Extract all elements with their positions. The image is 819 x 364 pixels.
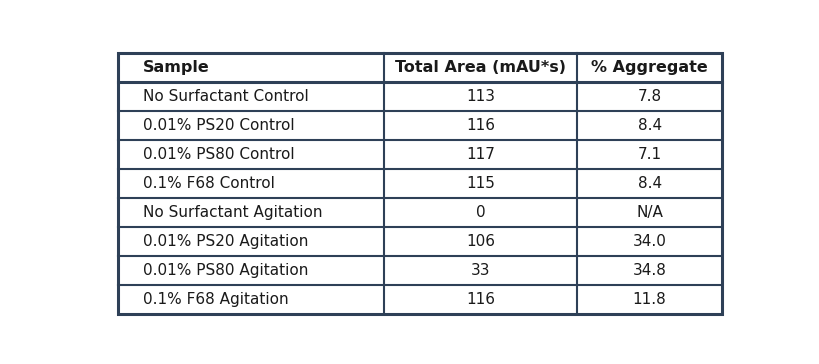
Text: 0.1% F68 Control: 0.1% F68 Control	[143, 176, 274, 191]
Text: 7.8: 7.8	[637, 90, 661, 104]
Text: Sample: Sample	[143, 60, 209, 75]
Text: 0.1% F68 Agitation: 0.1% F68 Agitation	[143, 292, 287, 307]
Text: 116: 116	[465, 292, 495, 307]
Text: 115: 115	[466, 176, 495, 191]
Text: 0.01% PS20 Agitation: 0.01% PS20 Agitation	[143, 234, 308, 249]
Text: 7.1: 7.1	[637, 147, 661, 162]
Text: 0.01% PS20 Control: 0.01% PS20 Control	[143, 118, 294, 133]
Text: 117: 117	[466, 147, 495, 162]
Text: 0.01% PS80 Control: 0.01% PS80 Control	[143, 147, 294, 162]
Text: 34.0: 34.0	[632, 234, 666, 249]
Text: 0: 0	[475, 205, 485, 220]
Text: 33: 33	[470, 263, 490, 278]
Text: 106: 106	[465, 234, 495, 249]
Text: 11.8: 11.8	[632, 292, 666, 307]
Text: 0.01% PS80 Agitation: 0.01% PS80 Agitation	[143, 263, 308, 278]
Text: 116: 116	[465, 118, 495, 133]
Text: 8.4: 8.4	[637, 118, 661, 133]
Text: % Aggregate: % Aggregate	[590, 60, 707, 75]
Text: 113: 113	[465, 90, 495, 104]
Text: No Surfactant Control: No Surfactant Control	[143, 90, 308, 104]
Text: Total Area (mAU*s): Total Area (mAU*s)	[395, 60, 565, 75]
Text: 8.4: 8.4	[637, 176, 661, 191]
Text: No Surfactant Agitation: No Surfactant Agitation	[143, 205, 322, 220]
Text: 34.8: 34.8	[632, 263, 666, 278]
Text: N/A: N/A	[636, 205, 663, 220]
